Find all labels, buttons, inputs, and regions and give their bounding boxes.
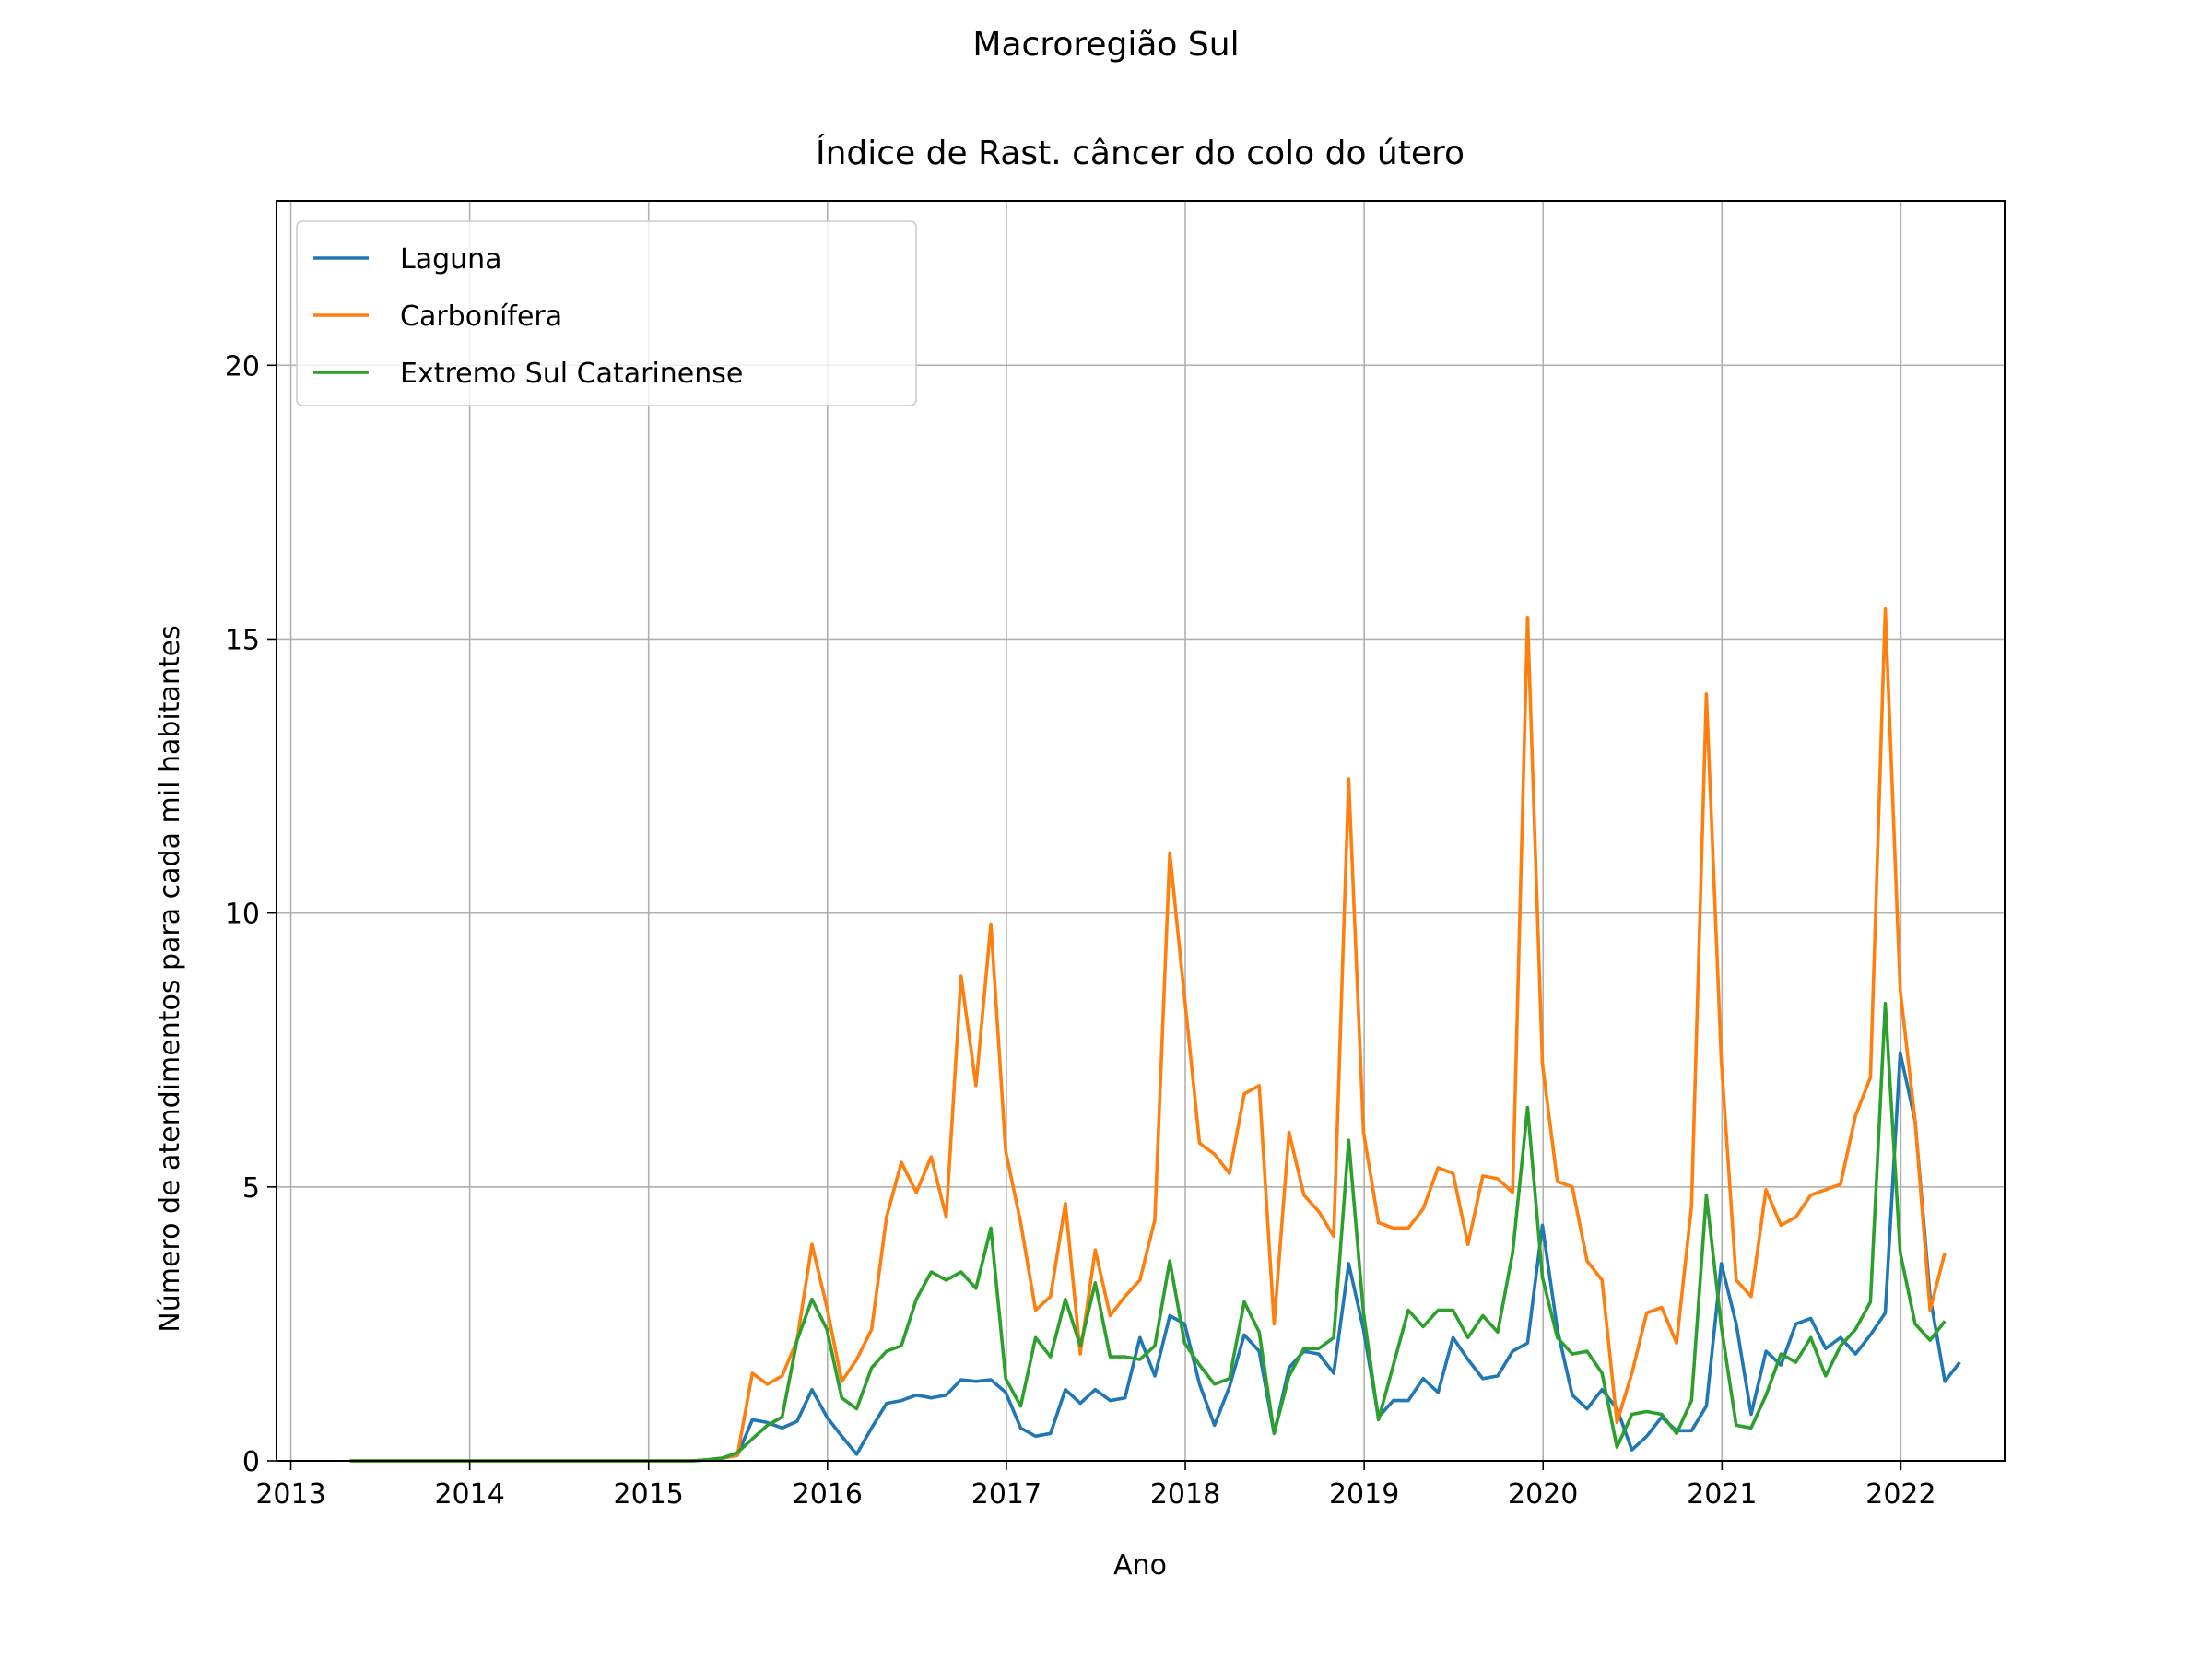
x-tick-label: 2014 <box>434 1478 504 1511</box>
x-tick-label: 2015 <box>614 1478 684 1511</box>
y-axis-ticks: 0 5 10 15 20 <box>225 350 276 1478</box>
legend-label-2: Extremo Sul Catarinense <box>400 358 743 390</box>
x-tick-label: 2018 <box>1150 1478 1220 1511</box>
x-tick-label: 2016 <box>793 1478 863 1511</box>
axes-frame <box>276 200 2006 1462</box>
x-tick-label: 2020 <box>1508 1478 1578 1511</box>
x-tick-label: 2019 <box>1329 1478 1399 1511</box>
y-tick-label: 0 <box>242 1446 260 1478</box>
chart-title: Índice de Rast. câncer do colo do útero <box>816 134 1465 172</box>
x-tick-label: 2022 <box>1865 1478 1936 1511</box>
legend-box <box>296 220 917 406</box>
y-axis-label: Número de atendimentos para cada mil hab… <box>154 625 186 1332</box>
x-tick-label: 2013 <box>255 1478 325 1511</box>
y-tick-label: 15 <box>225 624 260 656</box>
y-tick-label: 10 <box>225 899 260 931</box>
legend: Laguna Carbonífera Extremo Sul Catarinense <box>296 220 917 406</box>
x-axis-label: Ano <box>1113 1549 1167 1582</box>
plot-area: 2013 2014 2015 2016 2017 2018 2019 2020 2021 2022… <box>225 200 2006 1511</box>
chart-suptitle: Macroregião Sul <box>972 26 1239 64</box>
x-tick-label: 2017 <box>971 1478 1041 1511</box>
legend-label-1: Carbonífera <box>400 300 562 333</box>
y-tick-label: 20 <box>225 350 260 382</box>
x-tick-label: 2021 <box>1687 1478 1757 1511</box>
legend-label-0: Laguna <box>400 243 502 276</box>
y-tick-label: 5 <box>242 1172 260 1205</box>
x-axis-ticks: 2013 2014 2015 2016 2017 2018 2019 2020 2021 2022 <box>255 1461 1936 1511</box>
